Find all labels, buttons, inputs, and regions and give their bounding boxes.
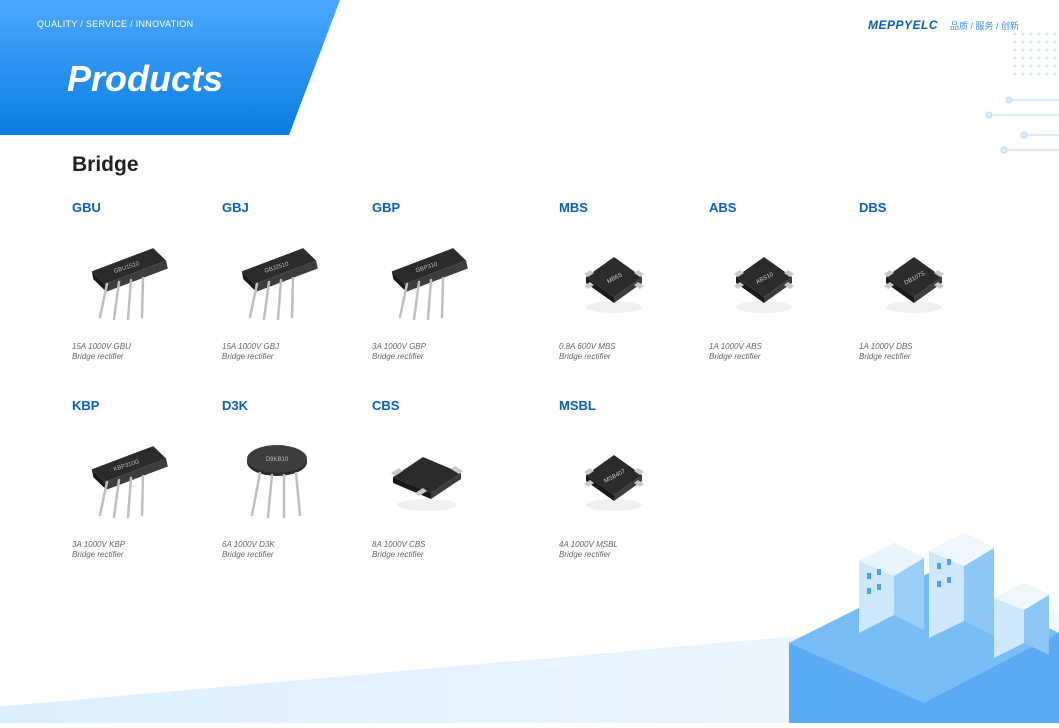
product-cell-d3k: D3K D9KB10 6A 1000V D3K Bridge rectifier (222, 398, 372, 561)
brand-logo: MEPPYELC (868, 18, 938, 32)
grid-spacer (522, 398, 559, 561)
product-cell-mbs: MBS MB6S 0.8A 600V MBS Bridge rectifier (559, 200, 709, 363)
page-title: Products (67, 58, 223, 100)
series-title: ABS (709, 200, 736, 215)
product-cell-abs: ABS ABS10 1A 1000V ABS Bridge rectifier (709, 200, 859, 363)
product-image: GBP310 (372, 229, 482, 324)
series-title: CBS (372, 398, 399, 413)
product-spec: 15A 1000V GBU Bridge rectifier (72, 342, 131, 363)
brand-subtitle: 品质 / 服务 / 创新 (950, 19, 1019, 32)
product-spec: 1A 1000V ABS Bridge rectifier (709, 342, 762, 363)
product-cell-gbp: GBP GBP310 3A 1000V GBP Bridge rectifier (372, 200, 522, 363)
decorative-iso-city (749, 433, 1059, 723)
product-image: D9KB10 (222, 427, 332, 522)
series-title: MSBL (559, 398, 596, 413)
series-title: D3K (222, 398, 248, 413)
decorative-circuit-lines (969, 90, 1059, 180)
product-image: GBJ2510 (222, 229, 332, 324)
series-title: GBP (372, 200, 400, 215)
series-title: GBJ (222, 200, 249, 215)
product-spec: 8A 1000V CBS Bridge rectifier (372, 540, 426, 561)
section-title: Bridge (72, 153, 139, 177)
product-image: ABS10 (709, 229, 819, 324)
series-title: DBS (859, 200, 886, 215)
product-spec: 3A 1000V GBP Bridge rectifier (372, 342, 426, 363)
series-title: MBS (559, 200, 588, 215)
grid-spacer (522, 200, 559, 363)
decorative-dots (1011, 30, 1059, 78)
series-title: KBP (72, 398, 99, 413)
product-cell-kbp: KBP KBP310G 3A 1000V KBP Bridge rectifie… (72, 398, 222, 561)
product-cell-dbs: DBS DB107S 1A 1000V DBS Bridge rectifier (859, 200, 1009, 363)
product-image: MSB407 (559, 427, 669, 522)
product-spec: 15A 1000V GBJ Bridge rectifier (222, 342, 279, 363)
series-title: GBU (72, 200, 101, 215)
product-cell-gbj: GBJ GBJ2510 15A 1000V GBJ Bridge rectifi… (222, 200, 372, 363)
product-image: KBP310G (72, 427, 182, 522)
product-spec: 3A 1000V KBP Bridge rectifier (72, 540, 125, 561)
product-image: GBU1510 (72, 229, 182, 324)
product-image: MB6S (559, 229, 669, 324)
tagline: QUALITY / SERVICE / INNOVATION (37, 19, 193, 29)
product-spec: 1A 1000V DBS Bridge rectifier (859, 342, 913, 363)
product-image: DB107S (859, 229, 969, 324)
product-cell-gbu: GBU GBU1510 15A 1000V GBU Bridge rectifi… (72, 200, 222, 363)
product-spec: 4A 1000V MSBL Bridge rectifier (559, 540, 618, 561)
svg-text:D9KB10: D9KB10 (266, 457, 289, 463)
product-image (372, 427, 482, 522)
product-spec: 0.8A 600V MBS Bridge rectifier (559, 342, 616, 363)
brand-block: MEPPYELC 品质 / 服务 / 创新 (868, 18, 1019, 32)
product-cell-cbs: CBS 8A 1000V CBS Bridge rectifier (372, 398, 522, 561)
product-spec: 6A 1000V D3K Bridge rectifier (222, 540, 275, 561)
product-cell-msbl: MSBL MSB407 4A 1000V MSBL Bridge rectifi… (559, 398, 709, 561)
